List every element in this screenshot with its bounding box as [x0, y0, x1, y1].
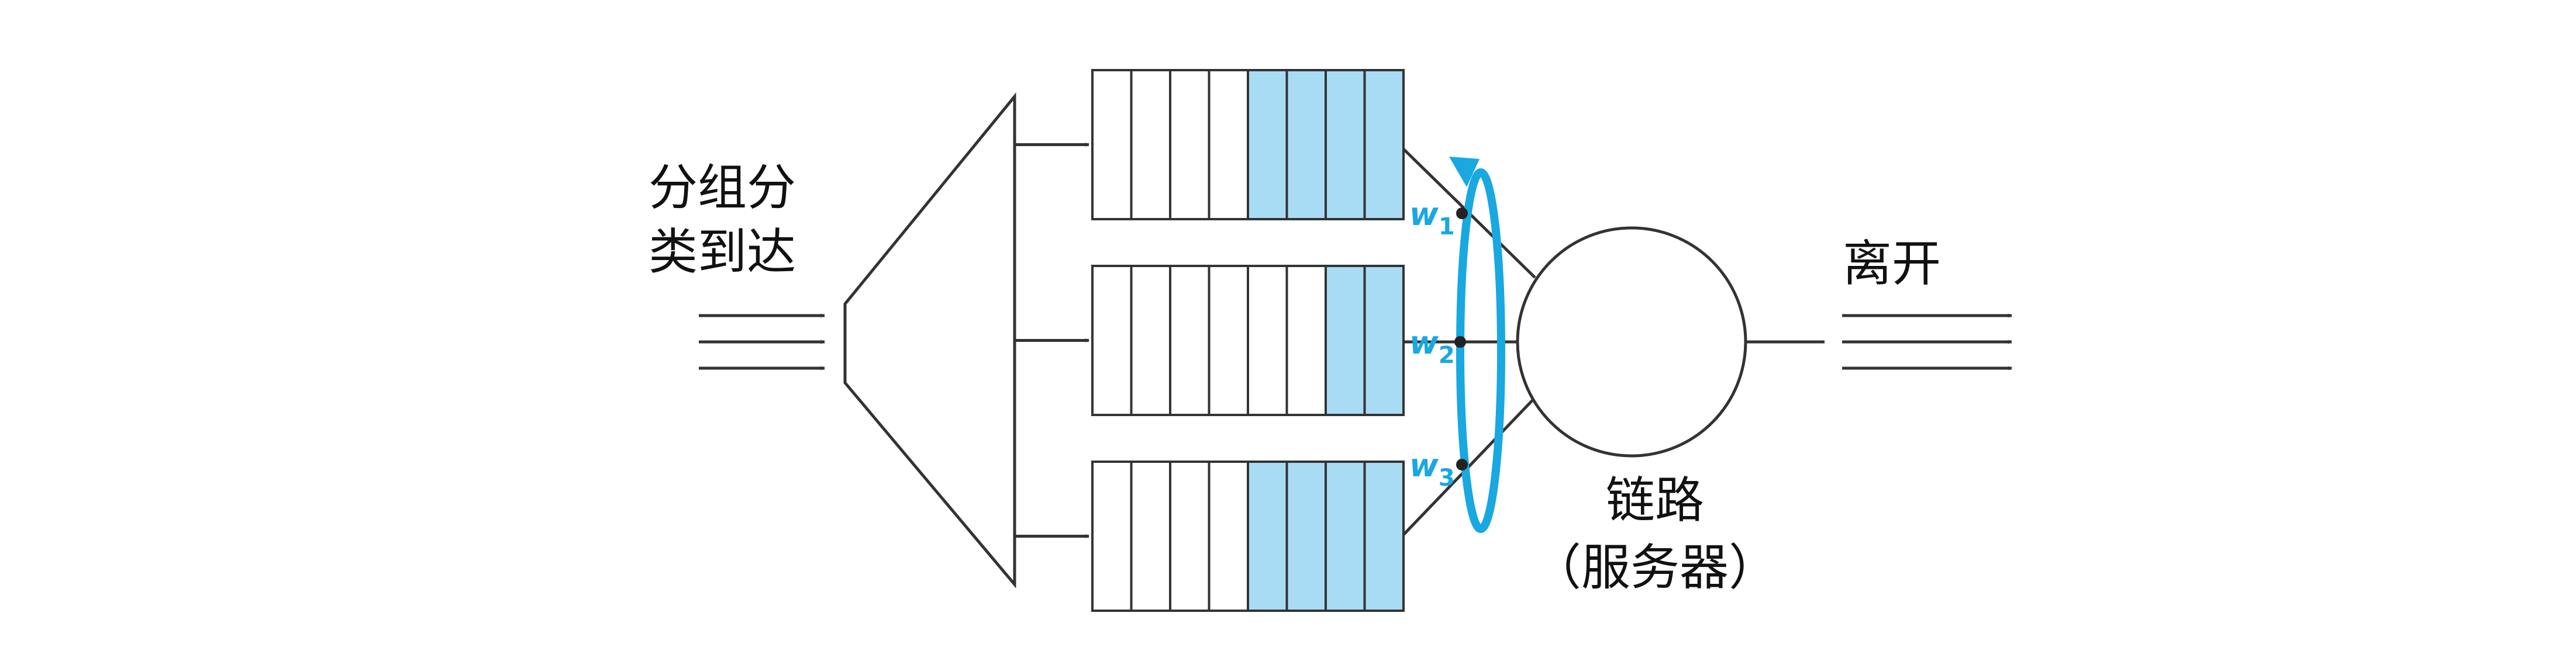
- queue-2: [1015, 265, 1405, 416]
- incoming-arrows: [699, 313, 825, 371]
- queue-slot-empty: [1091, 69, 1133, 220]
- weight-dot-2: [1454, 336, 1466, 348]
- queue-slot-empty: [1247, 265, 1288, 416]
- queue-slot-filled: [1285, 69, 1327, 220]
- weight-label-1: w1: [1409, 196, 1455, 240]
- queue-slot-empty: [1285, 265, 1327, 416]
- queue-slot-empty: [1208, 461, 1249, 612]
- queue-slot-filled: [1247, 69, 1288, 220]
- queue-slot-empty: [1091, 265, 1133, 416]
- queue-1: [1015, 69, 1405, 220]
- queue-slot-filled: [1363, 69, 1405, 220]
- queue-slot-filled: [1325, 69, 1366, 220]
- queue-slot-filled: [1325, 265, 1366, 416]
- weight-dot-1: [1456, 207, 1468, 219]
- queue-slot-filled: [1363, 265, 1405, 416]
- queue-slot-empty: [1130, 461, 1171, 612]
- weight-label-3: w3: [1409, 447, 1455, 492]
- queue-slot-filled: [1247, 461, 1288, 612]
- arrival-label-line1: 分组分: [649, 159, 796, 216]
- departure-arrows: [1842, 313, 2012, 371]
- queue-slot-empty: [1130, 69, 1171, 220]
- link-label-line1: 链路: [1606, 472, 1704, 529]
- scheduler-arrow-icon: [1449, 157, 1480, 187]
- server-circle: [1516, 226, 1747, 458]
- queue-slot-filled: [1285, 461, 1327, 612]
- queue-slot-empty: [1091, 461, 1133, 612]
- queues: [1015, 69, 1405, 612]
- queue-slot-filled: [1325, 461, 1366, 612]
- scheduler-loop: [1456, 168, 1505, 533]
- classifier: [843, 92, 1016, 589]
- weight-dot-3: [1456, 459, 1468, 470]
- queue-slot-empty: [1169, 461, 1211, 612]
- queue-3: [1015, 461, 1405, 612]
- queue-slot-empty: [1130, 265, 1171, 416]
- weights: w1 w2 w3: [1409, 196, 1468, 492]
- connector-3: [1402, 393, 1539, 536]
- departure-label: 离开: [1843, 235, 1941, 292]
- link-label-line2: （服务器）: [1532, 539, 1778, 596]
- queue-slot-empty: [1169, 265, 1211, 416]
- queue-slot-empty: [1208, 265, 1249, 416]
- weight-label-2: w2: [1409, 324, 1455, 369]
- arrival-label-line2: 类到达: [649, 223, 796, 281]
- queue-slot-filled: [1363, 461, 1405, 612]
- queue-slot-empty: [1169, 69, 1211, 220]
- queue-slot-empty: [1208, 69, 1249, 220]
